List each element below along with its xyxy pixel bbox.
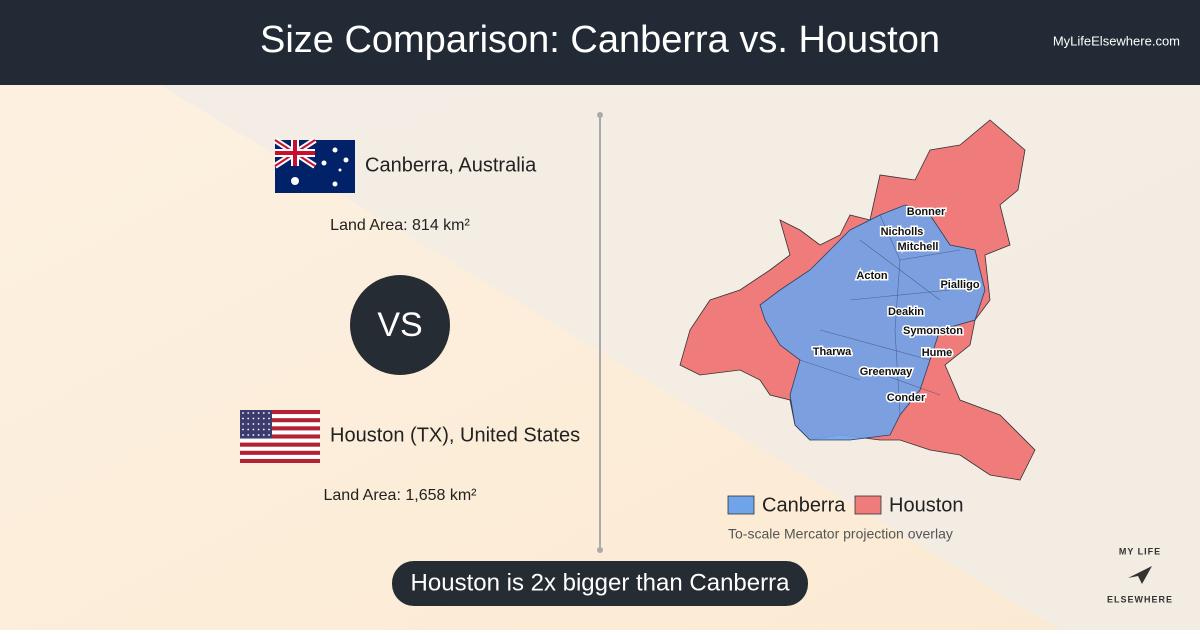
district-boundary	[899, 249, 961, 261]
suburb-label: Hume	[922, 347, 953, 359]
flag-star	[252, 412, 255, 414]
divider-end	[597, 112, 603, 118]
site-name: MyLifeElsewhere.com	[1053, 33, 1180, 48]
legend-swatch	[854, 495, 882, 515]
flag-star	[262, 434, 265, 436]
banner-text: Houston is 2x bigger than Canberra	[411, 569, 791, 596]
flag-star	[268, 412, 270, 414]
flag-star	[257, 423, 260, 425]
map: Bonner Nicholls Mitchell Acton Pialligo Deaki…	[679, 119, 1036, 481]
land-area: Land Area: 814 km²	[330, 217, 470, 234]
flag-star	[247, 423, 250, 425]
suburb-label: Greenway	[860, 366, 913, 378]
district-boundary	[859, 239, 941, 301]
flag-star	[252, 417, 255, 420]
flag-star	[262, 428, 265, 431]
flag-canton	[240, 410, 272, 439]
flag-star	[252, 423, 255, 425]
vs-circle	[350, 275, 450, 375]
land-area: Land Area: 1,658 km²	[324, 487, 478, 504]
flag-star	[242, 428, 244, 431]
divider-end	[597, 547, 603, 553]
flag-stripe	[240, 458, 320, 463]
flag-star	[242, 412, 244, 414]
suburb-label: Pialligo	[940, 279, 979, 291]
flag-star	[257, 434, 260, 436]
suburb-label: Mitchell	[898, 241, 939, 253]
suburb-label: Bonner	[907, 206, 946, 218]
district-boundary	[849, 289, 951, 301]
suburb-label: Acton	[856, 270, 887, 282]
flag-usa	[240, 410, 320, 463]
canberra-area	[759, 204, 986, 441]
flag-stripe	[240, 410, 320, 415]
suburb-label: Nicholls	[881, 226, 924, 238]
city-name: Canberra, Australia	[365, 154, 537, 176]
flag-stripe	[240, 434, 320, 439]
flag-star	[268, 423, 270, 425]
flag-star	[242, 423, 244, 425]
flag-stripe	[240, 418, 320, 423]
district-boundary	[869, 369, 941, 396]
legend-label: Houston	[889, 494, 964, 516]
flag-star	[257, 417, 260, 420]
flag-star	[262, 423, 265, 425]
flag-stripe	[240, 450, 320, 455]
flag-star	[257, 412, 260, 414]
flag-star	[252, 428, 255, 431]
legend-label: Canberra	[762, 494, 846, 516]
flag-star	[247, 434, 250, 436]
city-name: Houston (TX), United States	[330, 424, 580, 446]
suburb-label: Symonston	[903, 325, 963, 337]
suburb-label: Conder	[887, 392, 926, 404]
legend: Canberra Houston	[727, 494, 964, 516]
flag-star	[268, 434, 270, 436]
suburb-label: Deakin	[888, 306, 924, 318]
logo-top: MY LIFE	[1119, 546, 1161, 556]
flag-star	[252, 434, 255, 436]
banner	[392, 561, 808, 606]
flag-star	[268, 417, 270, 420]
suburb-label: Tharwa	[813, 346, 852, 358]
title: Size Comparison: Canberra vs. Houston	[260, 19, 940, 61]
flag-star	[262, 412, 265, 414]
flag-australia	[273, 137, 355, 193]
flag-star	[242, 417, 244, 420]
flag-stripe	[240, 442, 320, 447]
flag-star	[247, 412, 250, 414]
flag-star	[247, 417, 250, 420]
header-bar	[0, 0, 1200, 85]
vs-text: VS	[377, 306, 422, 344]
logo-bottom: ELSEWHERE	[1107, 594, 1173, 604]
logo-plane	[1128, 566, 1152, 584]
flag-star	[268, 428, 270, 431]
district-boundary	[799, 359, 861, 381]
district-boundary	[819, 329, 931, 361]
flag-star	[242, 434, 244, 436]
flag-star	[262, 417, 265, 420]
flag-star	[247, 428, 250, 431]
legend-swatch	[727, 495, 755, 515]
caption: To-scale Mercator projection overlay	[728, 526, 953, 542]
flag-stripe	[240, 426, 320, 431]
flag-star	[257, 428, 260, 431]
